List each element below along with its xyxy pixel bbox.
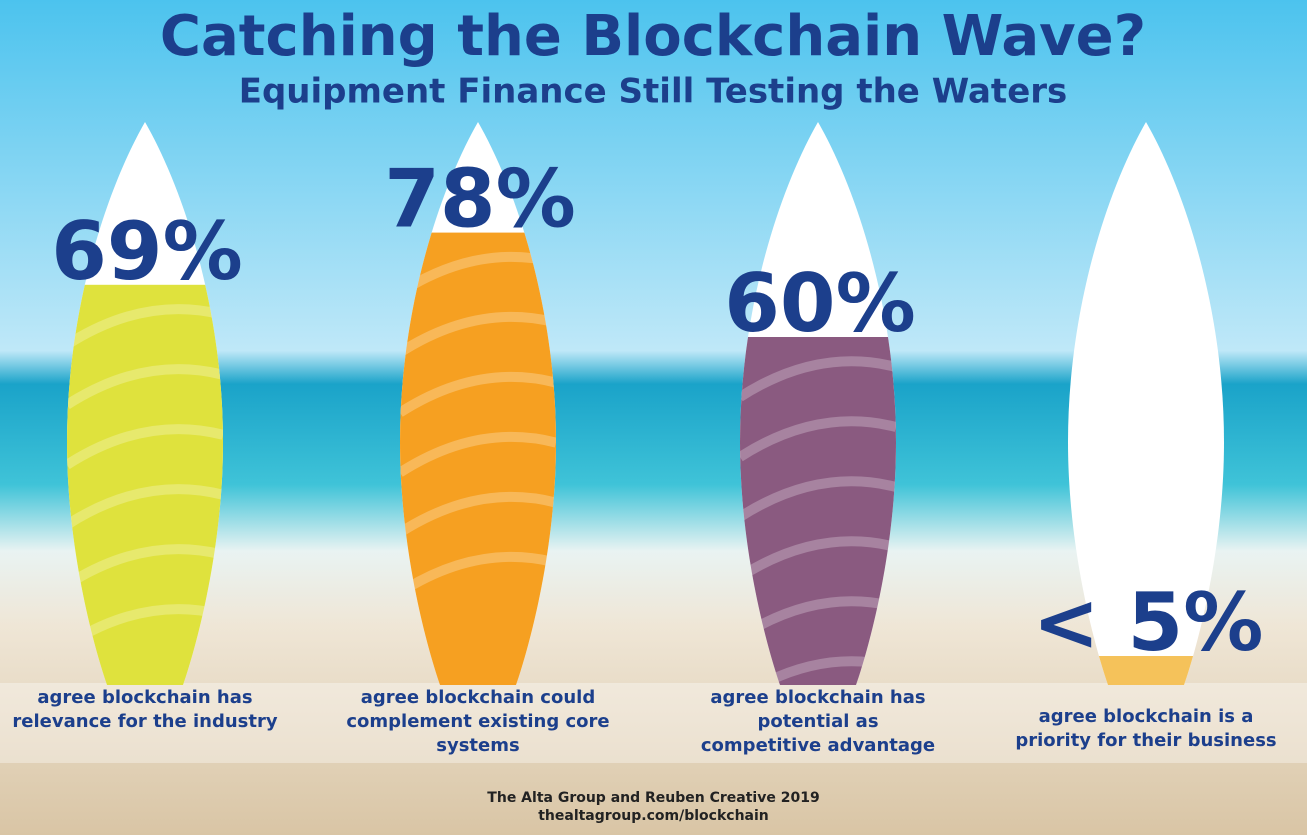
- footer-url: thealtagroup.com/blockchain: [538, 808, 769, 824]
- board-fill: [67, 284, 223, 685]
- value-label: 60%: [724, 257, 915, 350]
- texture: [67, 364, 223, 410]
- texture: [740, 356, 896, 402]
- value-label: 78%: [384, 153, 575, 246]
- texture: [67, 484, 223, 530]
- texture: [400, 491, 556, 537]
- texture: [400, 371, 556, 417]
- board-fill: [400, 232, 556, 685]
- subtitle: Equipment Finance Still Testing the Wate…: [239, 72, 1068, 112]
- caption: agree blockchain has relevance for the i…: [12, 687, 278, 732]
- value-label: 69%: [51, 205, 242, 298]
- texture: [400, 551, 556, 597]
- surfboard: [1068, 122, 1224, 685]
- board-fill: [740, 337, 896, 685]
- texture: [67, 544, 223, 590]
- texture: [67, 424, 223, 470]
- caption-band: [0, 683, 1307, 763]
- texture: [67, 304, 223, 350]
- texture: [400, 311, 556, 357]
- texture: [400, 431, 556, 477]
- title: Catching the Blockchain Wave?: [160, 4, 1146, 69]
- caption: agree blockchain has potential as compet…: [700, 687, 936, 756]
- value-label: < 5%: [1033, 576, 1264, 669]
- caption: agree blockchain is a priority for their…: [1015, 706, 1277, 751]
- texture: [740, 476, 896, 522]
- texture: [740, 536, 896, 582]
- caption: agree blockchain could complement existi…: [346, 687, 610, 756]
- texture: [740, 416, 896, 462]
- footer-source: The Alta Group and Reuben Creative 2019: [487, 790, 820, 806]
